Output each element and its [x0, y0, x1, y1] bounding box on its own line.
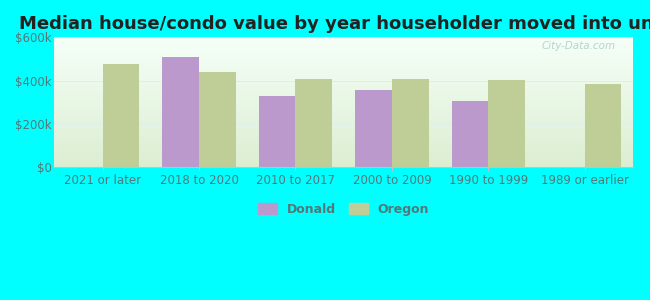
Bar [585, 84, 621, 167]
Title: Median house/condo value by year householder moved into unit: Median house/condo value by year househo… [19, 15, 650, 33]
Bar [488, 80, 525, 167]
Legend: Donald, Oregon: Donald, Oregon [259, 202, 429, 215]
Text: City-Data.com: City-Data.com [541, 41, 616, 51]
Bar [296, 79, 332, 167]
Bar [103, 64, 139, 167]
Bar [259, 96, 296, 167]
Bar [452, 101, 488, 167]
Bar [162, 57, 199, 167]
Bar [356, 90, 392, 167]
Bar [392, 79, 428, 167]
Bar [199, 72, 236, 167]
